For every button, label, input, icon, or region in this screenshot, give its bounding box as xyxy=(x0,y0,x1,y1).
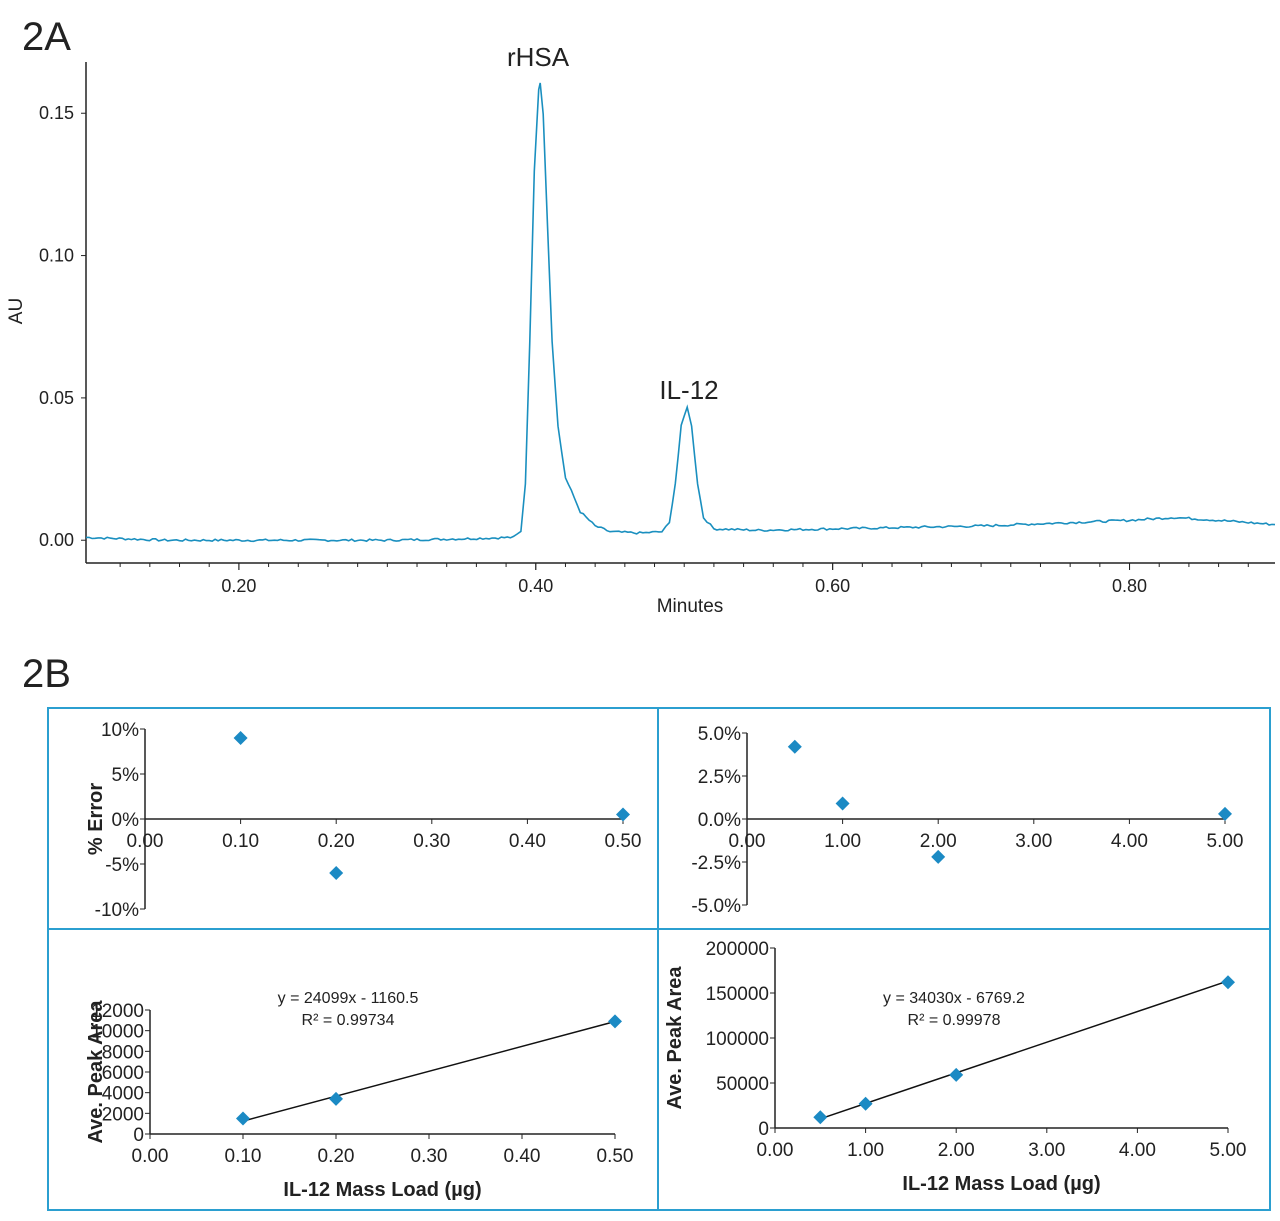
trendline-equation: y = 34030x - 6769.2 xyxy=(883,990,1025,1007)
y-tick-label: -2.5% xyxy=(691,853,741,874)
x-tick-label: 0.20 xyxy=(318,831,355,852)
x-tick-label: 0.00 xyxy=(757,1140,794,1161)
x-tick-label: 0.10 xyxy=(222,831,259,852)
x-tick-label: 0.10 xyxy=(225,1146,262,1167)
data-point xyxy=(835,796,850,811)
x-tick-label: 0.00 xyxy=(127,831,164,852)
y-tick-label: 0.00 xyxy=(39,530,74,550)
y-tick-label: 0% xyxy=(112,810,140,831)
peak-label-rhsa: rHSA xyxy=(507,42,570,72)
x-tick-label: 0.80 xyxy=(1112,576,1147,596)
data-point xyxy=(858,1096,873,1111)
y-tick-label: 0.10 xyxy=(39,246,74,266)
x-tick-label: 2.00 xyxy=(920,831,957,852)
y-tick-label: 5.0% xyxy=(698,724,741,745)
y-tick-label: 10000 xyxy=(91,1022,144,1043)
x-tick-label: 4.00 xyxy=(1111,831,1148,852)
x-tick-label: 3.00 xyxy=(1015,831,1052,852)
x-tick-label: 0.00 xyxy=(132,1146,169,1167)
x-tick-label: 0.40 xyxy=(504,1146,541,1167)
x-tick-label: 0.20 xyxy=(221,576,256,596)
y-tick-label: 0.15 xyxy=(39,103,74,123)
y-tick-label: 0 xyxy=(133,1125,144,1146)
y-tick-label: 0.0% xyxy=(698,810,741,831)
error-plot-left: 10% 5% 0% -5% -10% 0.00 0.10 0.20 0.30 0.40 0.50 % … xyxy=(85,720,641,921)
data-point xyxy=(1221,975,1235,990)
y-tick-label: 200000 xyxy=(706,939,769,960)
y-tick-label: 5% xyxy=(112,765,140,786)
y-tick-label: 2000 xyxy=(102,1104,144,1125)
chromatogram: 0.20 0.40 0.60 0.80 0.00 0.05 0.10 0.15 Minutes A… xyxy=(6,42,1276,617)
y-tick-label: 150000 xyxy=(706,984,769,1005)
y-tick-label: -10% xyxy=(95,900,139,921)
chromatogram-trace xyxy=(86,82,1276,543)
y-tick-label: 4000 xyxy=(102,1084,144,1105)
trendline xyxy=(242,1020,616,1122)
y-tick-label: 8000 xyxy=(102,1042,144,1063)
y-axis-title: % Error xyxy=(85,783,107,855)
panel-label-2b: 2B xyxy=(22,652,71,696)
x-tick-label: 1.00 xyxy=(824,831,861,852)
x-tick-label: 0.50 xyxy=(597,1146,634,1167)
x-tick-label: 5.00 xyxy=(1210,1140,1247,1161)
x-tick-label: 4.00 xyxy=(1119,1140,1156,1161)
peak-label-il12: IL-12 xyxy=(659,375,718,405)
data-point xyxy=(233,731,248,745)
y-tick-label: 0 xyxy=(758,1119,769,1140)
data-point xyxy=(608,1014,622,1029)
data-point xyxy=(813,1110,828,1125)
calibration-plot-right: 200000 150000 100000 50000 00.00 1.00 2.00 3.00… xyxy=(664,939,1246,1195)
x-tick-label: 3.00 xyxy=(1028,1140,1065,1161)
y-axis-title: AU xyxy=(6,298,27,324)
y-tick-label: 50000 xyxy=(716,1074,769,1095)
trendline-equation: y = 24099x - 1160.5 xyxy=(278,990,419,1007)
data-point xyxy=(236,1111,250,1126)
x-tick-label: 1.00 xyxy=(847,1140,884,1161)
x-tick-label: 0.60 xyxy=(815,576,850,596)
x-tick-label: 0.40 xyxy=(509,831,546,852)
x-axis-title: IL-12 Mass Load (µg) xyxy=(902,1173,1100,1195)
y-tick-label: 100000 xyxy=(706,1029,769,1050)
x-axis-title: Minutes xyxy=(657,596,724,617)
x-tick-label: 0.30 xyxy=(411,1146,448,1167)
data-point xyxy=(949,1067,964,1082)
data-point xyxy=(787,739,802,754)
r-squared: R² = 0.99978 xyxy=(908,1012,1001,1029)
data-point xyxy=(329,866,344,880)
data-point xyxy=(931,849,946,864)
x-tick-label: 0.20 xyxy=(318,1146,355,1167)
x-tick-label: 0.00 xyxy=(729,831,766,852)
y-axis-title: Ave. Peak Area xyxy=(85,1000,107,1144)
x-tick-label: 2.00 xyxy=(938,1140,975,1161)
y-tick-label: -5.0% xyxy=(691,896,741,917)
x-tick-label: 0.40 xyxy=(518,576,553,596)
y-tick-label: 10% xyxy=(101,720,139,741)
y-tick-label: 2.5% xyxy=(698,767,741,788)
data-point xyxy=(1218,806,1232,821)
trendline xyxy=(820,980,1229,1120)
panel-label-2a: 2A xyxy=(22,15,71,59)
y-axis-title: Ave. Peak Area xyxy=(664,966,686,1110)
x-axis-title: IL-12 Mass Load (µg) xyxy=(283,1179,481,1201)
y-tick-label: -5% xyxy=(105,855,139,876)
data-point xyxy=(329,1091,343,1106)
x-tick-label: 5.00 xyxy=(1207,831,1244,852)
r-squared: R² = 0.99734 xyxy=(302,1012,395,1029)
y-tick-label: 0.05 xyxy=(39,388,74,408)
error-plot-right: 5.0% 2.5% 0.0% -2.5% -5.0% 0.00 1.00 2.00 3.00 4.… xyxy=(691,724,1243,917)
y-tick-label: 6000 xyxy=(102,1063,144,1084)
x-tick-label: 0.30 xyxy=(413,831,450,852)
y-tick-label: 12000 xyxy=(91,1001,144,1022)
data-point xyxy=(616,807,630,822)
x-tick-label: 0.50 xyxy=(605,831,642,852)
